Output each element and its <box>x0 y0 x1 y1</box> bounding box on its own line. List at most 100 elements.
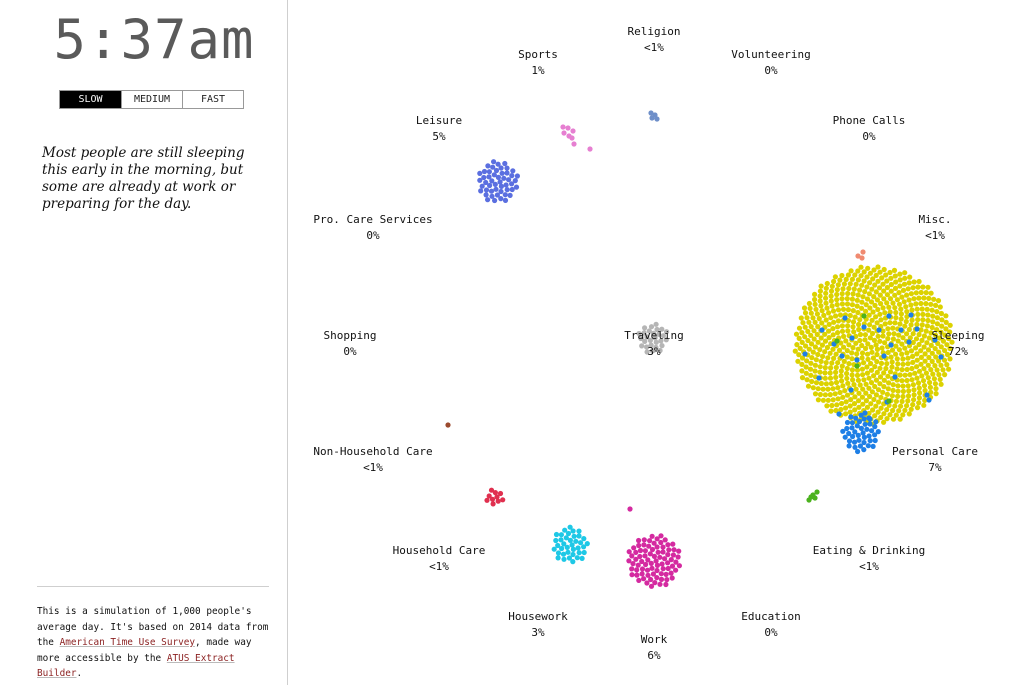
sleeping-dot <box>876 399 882 405</box>
label-religion-name: Religion <box>627 25 681 38</box>
atus-extract-builder-link[interactable]: ATUS Extract Builder <box>37 652 235 680</box>
sleeping-dot <box>838 373 844 379</box>
sleeping-dot <box>830 397 836 403</box>
personal-care-dot <box>938 354 944 360</box>
sleeping-dot <box>812 319 818 325</box>
sleeping-dot <box>847 409 853 415</box>
household-care-dot <box>500 497 506 503</box>
sleeping-dot <box>871 324 877 330</box>
sleeping-dot <box>916 341 922 348</box>
sleeping-dot <box>943 313 949 319</box>
sleeping-dot <box>852 314 858 320</box>
leisure-dot <box>487 182 493 189</box>
household-care-dot <box>486 493 492 499</box>
sleeping-dot <box>906 411 912 417</box>
speed-slow-button[interactable]: SLOW <box>60 91 121 108</box>
sleeping-dot <box>845 380 851 386</box>
personal-care-dot <box>872 432 878 438</box>
sleeping-dot <box>828 315 834 321</box>
speed-toggle: SLOW MEDIUM FAST <box>59 90 244 109</box>
sleeping-dot <box>910 339 916 346</box>
work-dot <box>629 566 635 572</box>
sleeping-dot <box>886 331 892 337</box>
work-dot <box>649 533 655 539</box>
label-personal-care-name: Personal Care <box>891 445 979 458</box>
sleeping-dot <box>797 345 803 351</box>
sleeping-dot <box>899 341 905 347</box>
leisure-dot <box>502 192 508 198</box>
footer-text-3: . <box>76 668 83 679</box>
footer-text-2: , made way more accessible by the <box>37 637 252 664</box>
personal-care-dot <box>873 419 879 425</box>
sleeping-dot <box>915 380 922 386</box>
sleeping-dot <box>916 400 922 406</box>
sleeping-dot <box>911 392 917 398</box>
sleeping-dot <box>923 301 929 307</box>
sleeping-dot <box>919 373 925 379</box>
sleeping-dot <box>844 375 850 381</box>
housework-dot <box>561 541 567 547</box>
sleeping-dot <box>849 296 856 302</box>
sleeping-dot <box>910 402 916 408</box>
traveling-dot <box>644 349 650 355</box>
divider <box>37 586 269 587</box>
sleeping-dot <box>919 306 925 312</box>
religion-dot <box>649 115 655 121</box>
eating-drinking-dot <box>854 363 860 369</box>
sleeping-dot <box>858 273 864 279</box>
sleeping-dot <box>823 317 829 323</box>
housework-dot <box>566 555 572 561</box>
work-dot <box>641 576 647 582</box>
personal-care-dot <box>848 387 854 393</box>
sleeping-dot <box>907 335 913 341</box>
work-dot <box>654 567 660 574</box>
sleeping-dot <box>909 365 915 372</box>
work-dot <box>644 580 650 586</box>
work-dot <box>665 552 671 558</box>
traveling-dot <box>642 325 648 331</box>
housework-dot <box>553 531 560 538</box>
sleeping-dot <box>866 385 872 391</box>
household-care-dot <box>484 497 490 503</box>
sleeping-dot <box>881 370 887 376</box>
personal-care-dot <box>862 410 868 416</box>
work-dot <box>654 536 660 542</box>
sleeping-dot <box>855 346 861 352</box>
sleeping-dot <box>831 355 837 361</box>
sleeping-dot <box>921 402 927 408</box>
speed-fast-button[interactable]: FAST <box>182 91 243 108</box>
personal-care-dot <box>848 414 854 420</box>
sleeping-dot <box>857 331 864 338</box>
sleeping-dot <box>884 284 891 291</box>
sleeping-dot <box>859 394 866 400</box>
sleeping-dot <box>835 318 842 324</box>
work-dot <box>670 552 676 558</box>
footer-note: This is a simulation of 1,000 people's a… <box>37 604 277 682</box>
sleeping-dot <box>820 386 826 392</box>
sleeping-dot <box>900 335 906 341</box>
sleeping-dot <box>831 278 837 285</box>
speed-medium-button[interactable]: MEDIUM <box>121 91 182 108</box>
leisure-dot <box>483 179 489 186</box>
sleeping-dot <box>900 361 906 367</box>
atus-survey-link[interactable]: American Time Use Survey <box>59 637 196 648</box>
sleeping-dot <box>937 304 943 310</box>
personal-care-dot <box>846 430 852 437</box>
sleeping-dot <box>861 360 867 366</box>
housework-dot <box>581 544 587 550</box>
sleeping-dot <box>897 271 903 277</box>
sleeping-dot <box>823 300 829 306</box>
work-dot <box>654 562 660 569</box>
work-dot <box>633 556 639 562</box>
sleeping-dot <box>892 285 899 291</box>
work-dot <box>631 545 637 551</box>
sleeping-dot <box>853 386 859 392</box>
sleeping-dot <box>877 365 883 371</box>
leisure-dot <box>485 163 491 169</box>
sleeping-dot <box>903 304 909 310</box>
sleeping-dot <box>915 284 921 290</box>
sleeping-dot <box>892 305 898 311</box>
activity-simulation: Religion <1% Sports 1% Volunteering 0% Leis… <box>289 0 1023 685</box>
sleeping-dot <box>867 322 873 328</box>
eating-drinking-dot <box>814 489 820 495</box>
